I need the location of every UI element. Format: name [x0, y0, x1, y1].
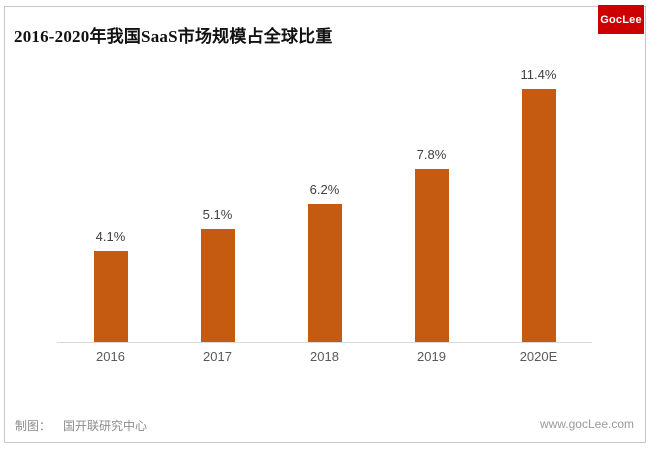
x-tick-label: 2019	[417, 349, 446, 364]
bar-column-2019: 7.8%	[378, 60, 485, 342]
bar	[307, 204, 342, 342]
bar	[414, 169, 449, 342]
footer-website: www.gocLee.com	[539, 417, 634, 431]
footer-credit: 制图： 国开联研究中心	[15, 417, 147, 434]
bar-value-label: 4.1%	[95, 229, 126, 244]
x-tick-label: 2017	[203, 349, 232, 364]
credit-label: 制图：	[15, 419, 52, 433]
bar-value-label: 7.8%	[416, 147, 447, 162]
plot-area: 4.1% 5.1% 6.2% 7.8% 11.4%	[57, 60, 592, 343]
bar-value-label: 6.2%	[309, 182, 340, 197]
bar	[521, 89, 556, 342]
credit-value: 国开联研究中心	[63, 419, 148, 433]
bar-value-label: 11.4%	[520, 67, 557, 82]
brand-logo: GocLee	[598, 5, 644, 34]
chart-title: 2016-2020年我国SaaS市场规模占全球比重	[14, 27, 333, 46]
x-tick-label: 2018	[310, 349, 339, 364]
x-tick-label: 2016	[96, 349, 125, 364]
bar-column-2020E: 11.4%	[485, 60, 592, 342]
brand-logo-text: GocLee	[600, 13, 642, 26]
bar-column-2018: 6.2%	[271, 60, 378, 342]
bar-column-2017: 5.1%	[164, 60, 271, 342]
bar	[93, 251, 128, 342]
x-tick-label: 2020E	[519, 349, 558, 364]
bar	[200, 229, 235, 342]
x-axis-labels: 2016 2017 2018 2019 2020E	[57, 349, 592, 364]
bar-column-2016: 4.1%	[57, 60, 164, 342]
bar-value-label: 5.1%	[202, 207, 233, 222]
